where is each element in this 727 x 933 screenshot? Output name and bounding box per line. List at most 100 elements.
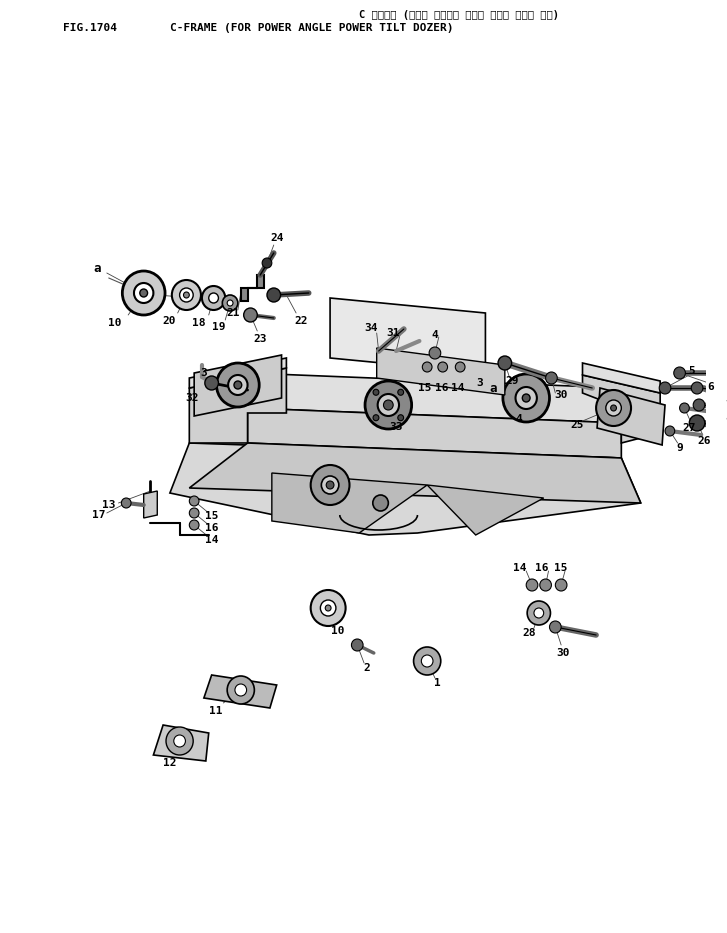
Text: 12: 12 [163, 758, 177, 768]
Text: 27: 27 [683, 423, 696, 433]
Text: 14: 14 [205, 535, 218, 545]
Text: 34: 34 [364, 323, 377, 333]
Circle shape [665, 426, 675, 436]
Circle shape [550, 621, 561, 633]
Circle shape [526, 579, 538, 591]
Text: 17: 17 [92, 510, 105, 520]
Circle shape [414, 647, 441, 675]
Circle shape [228, 375, 248, 395]
Circle shape [121, 498, 131, 508]
Circle shape [422, 362, 432, 372]
Circle shape [189, 496, 199, 506]
Text: 15: 15 [555, 563, 568, 573]
Circle shape [227, 300, 233, 306]
Text: 28: 28 [523, 628, 536, 638]
Circle shape [222, 295, 238, 311]
Polygon shape [330, 298, 486, 373]
Circle shape [596, 390, 631, 426]
Text: C-FRAME (FOR POWER ANGLE POWER TILT DOZER): C-FRAME (FOR POWER ANGLE POWER TILT DOZE… [170, 23, 454, 33]
Text: 26: 26 [697, 436, 710, 446]
Circle shape [365, 381, 411, 429]
Circle shape [498, 356, 512, 370]
Circle shape [398, 415, 403, 421]
Text: 4: 4 [432, 330, 438, 340]
Circle shape [611, 405, 616, 411]
Circle shape [691, 382, 703, 394]
Polygon shape [204, 675, 277, 708]
Circle shape [351, 639, 363, 651]
Circle shape [689, 415, 705, 431]
Circle shape [174, 735, 185, 747]
Circle shape [209, 293, 218, 303]
Circle shape [202, 286, 225, 310]
Text: 29: 29 [506, 376, 519, 386]
Text: 3: 3 [476, 378, 483, 388]
Text: 3: 3 [201, 368, 207, 378]
Circle shape [398, 389, 403, 396]
Circle shape [545, 372, 558, 384]
Circle shape [262, 258, 272, 268]
Polygon shape [582, 363, 660, 393]
Circle shape [234, 381, 242, 389]
Polygon shape [248, 408, 622, 458]
Circle shape [680, 403, 689, 413]
Text: 7: 7 [725, 400, 727, 410]
Text: 23: 23 [254, 334, 267, 344]
Polygon shape [189, 443, 640, 503]
Circle shape [321, 476, 339, 494]
Circle shape [310, 465, 350, 505]
Circle shape [659, 382, 671, 394]
Polygon shape [194, 355, 281, 416]
Circle shape [180, 288, 193, 302]
Circle shape [217, 363, 260, 407]
Text: 8: 8 [725, 413, 727, 423]
Circle shape [183, 292, 189, 298]
Circle shape [429, 347, 441, 359]
Text: 14: 14 [451, 383, 465, 393]
Text: 11: 11 [209, 706, 222, 716]
Polygon shape [272, 473, 427, 533]
Circle shape [455, 362, 465, 372]
Circle shape [527, 601, 550, 625]
Circle shape [235, 684, 246, 696]
Text: 2: 2 [364, 663, 370, 673]
Circle shape [166, 727, 193, 755]
Text: 25: 25 [570, 420, 584, 430]
Circle shape [310, 590, 345, 626]
Text: 10: 10 [108, 318, 121, 328]
Text: 16: 16 [435, 383, 449, 393]
Circle shape [693, 399, 705, 411]
Circle shape [189, 508, 199, 518]
Circle shape [140, 289, 148, 297]
Circle shape [205, 376, 218, 390]
Circle shape [373, 389, 379, 396]
Circle shape [539, 579, 552, 591]
Text: 19: 19 [212, 322, 225, 332]
Polygon shape [153, 725, 209, 761]
Circle shape [122, 271, 165, 315]
Text: 5: 5 [688, 366, 694, 376]
Text: 4: 4 [515, 414, 522, 424]
Text: 33: 33 [390, 422, 403, 432]
Text: 9: 9 [676, 443, 683, 453]
Circle shape [503, 374, 550, 422]
Circle shape [422, 655, 433, 667]
Text: 22: 22 [294, 316, 308, 326]
Circle shape [267, 288, 281, 302]
Circle shape [383, 400, 393, 410]
Text: 32: 32 [185, 393, 199, 403]
Polygon shape [170, 443, 640, 535]
Text: 20: 20 [162, 316, 176, 326]
Text: 24: 24 [270, 233, 284, 243]
Text: 14: 14 [513, 563, 526, 573]
Text: 13: 13 [102, 500, 116, 510]
Circle shape [244, 308, 257, 322]
Circle shape [326, 481, 334, 489]
Circle shape [373, 415, 379, 421]
Text: 16: 16 [205, 523, 218, 533]
Text: 30: 30 [555, 390, 568, 400]
Circle shape [321, 600, 336, 616]
Polygon shape [597, 388, 665, 445]
Circle shape [227, 676, 254, 704]
Polygon shape [189, 368, 286, 443]
